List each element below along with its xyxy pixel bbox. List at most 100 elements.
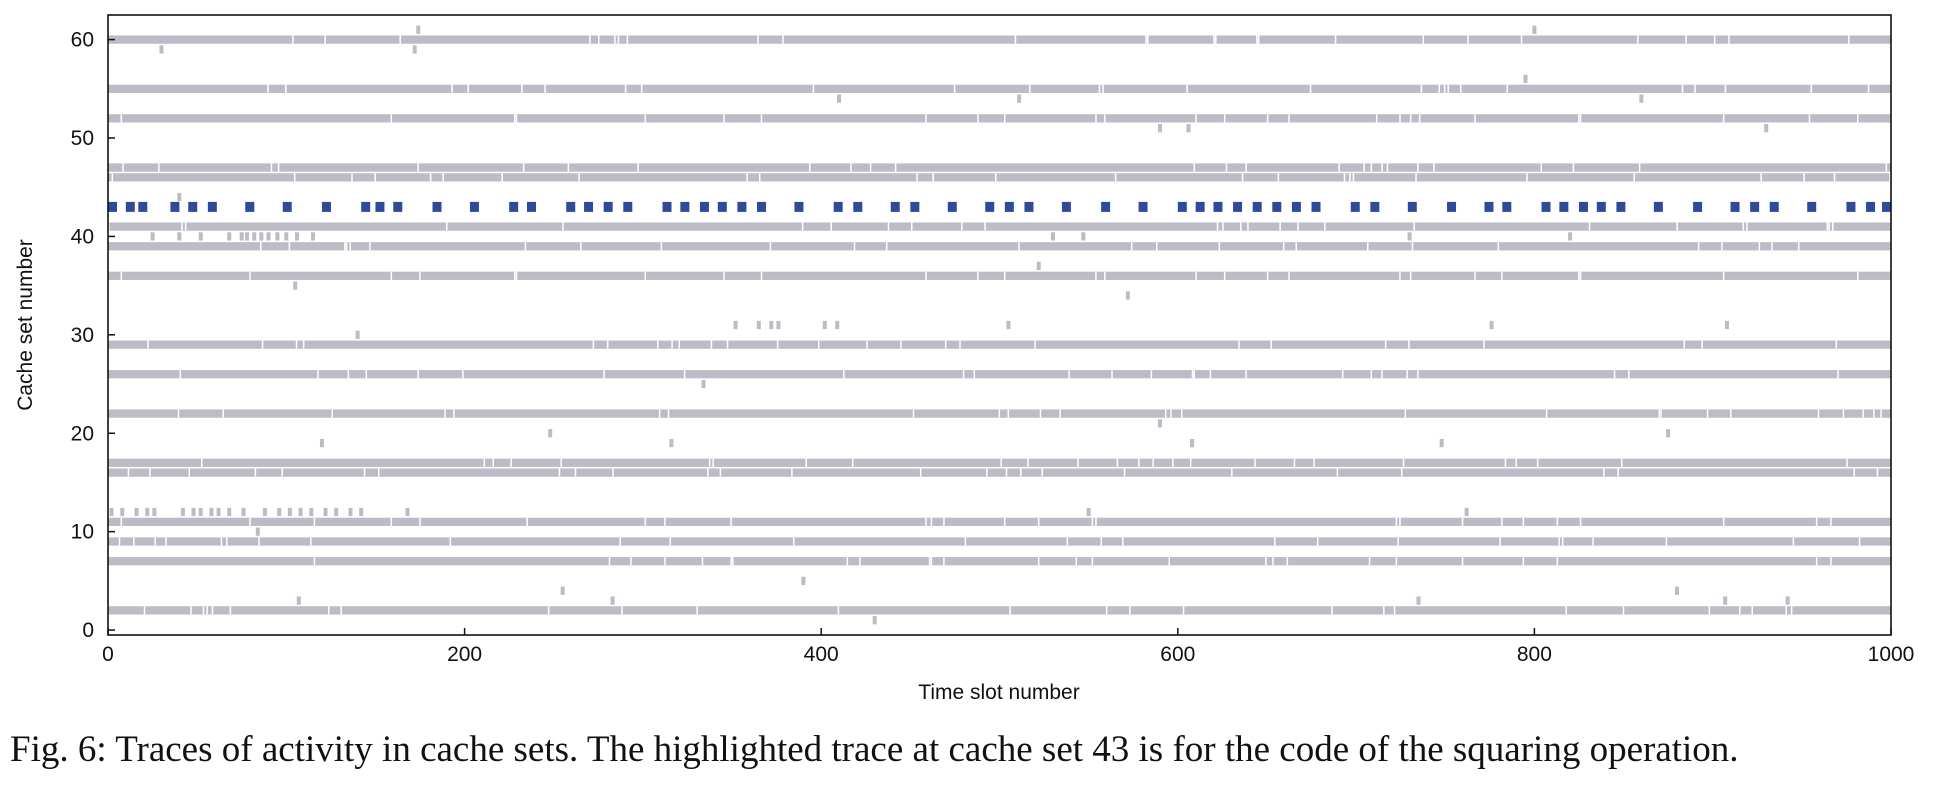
highlighted-mark <box>1061 201 1071 212</box>
trace-gap <box>390 114 393 123</box>
activity-mark <box>733 320 738 330</box>
trace-gap <box>1100 537 1103 546</box>
activity-mark <box>1050 232 1055 241</box>
trace-gap <box>712 458 714 467</box>
trace-gap <box>1558 537 1560 546</box>
highlighted-mark <box>1730 201 1740 212</box>
trace-gap <box>1501 271 1503 280</box>
highlighted-mark <box>1596 201 1606 212</box>
highlighted-mark <box>375 201 385 212</box>
trace-gap <box>1846 458 1848 467</box>
trace-gap <box>1708 606 1711 615</box>
trace-gap <box>1191 370 1194 379</box>
trace-gap <box>1833 173 1836 182</box>
activity-mark <box>405 507 410 517</box>
trace-set-11 <box>108 517 1891 526</box>
highlighted-mark <box>699 201 709 212</box>
trace-gap <box>267 84 269 93</box>
trace-gap <box>1039 409 1042 418</box>
trace-set-41 <box>108 222 1891 231</box>
trace-gap <box>1792 537 1795 546</box>
trace-gap <box>390 271 393 280</box>
trace-bar <box>108 222 1891 231</box>
x-tick-label: 800 <box>1517 643 1552 666</box>
trace-gap <box>1095 271 1097 280</box>
x-tick-label: 1000 <box>1868 643 1915 666</box>
highlighted-mark <box>603 201 613 212</box>
trace-gap <box>1129 606 1131 615</box>
trace-gap <box>1526 173 1528 182</box>
highlighted-mark <box>1866 201 1876 212</box>
trace-gap <box>1256 35 1258 44</box>
trace-gap <box>1343 173 1346 182</box>
trace-gap <box>644 114 647 123</box>
trace-gap <box>1297 222 1299 231</box>
trace-gap <box>701 557 704 566</box>
trace-gap <box>598 35 600 44</box>
trace-gap <box>1034 340 1036 349</box>
trace-gap <box>1545 409 1548 418</box>
trace-gap <box>912 409 915 418</box>
trace-gap <box>1399 114 1401 123</box>
trace-gap <box>708 458 711 467</box>
activity-mark <box>284 232 289 241</box>
highlighted-mark <box>910 201 920 212</box>
trace-gap <box>254 468 257 477</box>
activity-mark <box>239 232 244 241</box>
trace-gap <box>723 114 725 123</box>
x-tick-label: 200 <box>447 643 482 666</box>
trace-gap <box>1313 458 1315 467</box>
trace-gap <box>1349 173 1351 182</box>
trace-gap <box>1638 163 1641 172</box>
trace-gap <box>220 537 223 546</box>
trace-gap <box>1617 468 1619 477</box>
trace-gap <box>1116 458 1119 467</box>
trace-gap <box>853 242 856 251</box>
trace-gap <box>1724 84 1727 93</box>
trace-gap <box>1381 370 1383 379</box>
activity-mark <box>1125 291 1130 300</box>
trace-gap <box>133 537 135 546</box>
trace-gap <box>1400 468 1403 477</box>
activity-mark <box>355 330 360 339</box>
trace-gap <box>619 537 621 546</box>
trace-gap <box>200 458 203 467</box>
trace-gap <box>1817 409 1820 418</box>
trace-gap <box>1658 409 1661 418</box>
trace-gap <box>1578 114 1580 123</box>
trace-gap <box>1520 35 1523 44</box>
trace-bar <box>108 458 1891 467</box>
activity-mark <box>359 507 364 517</box>
trace-gap <box>606 340 609 349</box>
trace-gap <box>390 517 393 526</box>
trace-gap <box>944 340 947 349</box>
trace-gap <box>1501 517 1503 526</box>
trace-gap <box>644 271 647 280</box>
activity-mark <box>177 192 182 202</box>
trace-set-2 <box>108 606 1891 615</box>
highlighted-mark <box>1195 201 1205 212</box>
trace-gap <box>730 557 732 566</box>
trace-gap <box>1336 468 1339 477</box>
trace-gap <box>1474 271 1476 280</box>
activity-mark <box>252 232 257 241</box>
trace-gap <box>932 173 934 182</box>
trace-gap <box>501 173 503 182</box>
trace-gap <box>560 458 562 467</box>
highlighted-mark <box>1807 201 1817 212</box>
trace-gap <box>120 271 123 280</box>
trace-gap <box>760 271 763 280</box>
trace-gap <box>719 468 722 477</box>
trace-gap <box>483 458 486 467</box>
activity-mark <box>275 232 280 241</box>
trace-gap <box>953 84 956 93</box>
trace-gap <box>1222 222 1224 231</box>
trace-gap <box>347 370 350 379</box>
trace-gap <box>1556 557 1559 566</box>
trace-gap <box>1193 163 1196 172</box>
trace-gap <box>1443 84 1446 93</box>
trace-gap <box>1383 606 1385 615</box>
activity-mark <box>872 616 877 625</box>
activity-mark <box>159 45 164 54</box>
